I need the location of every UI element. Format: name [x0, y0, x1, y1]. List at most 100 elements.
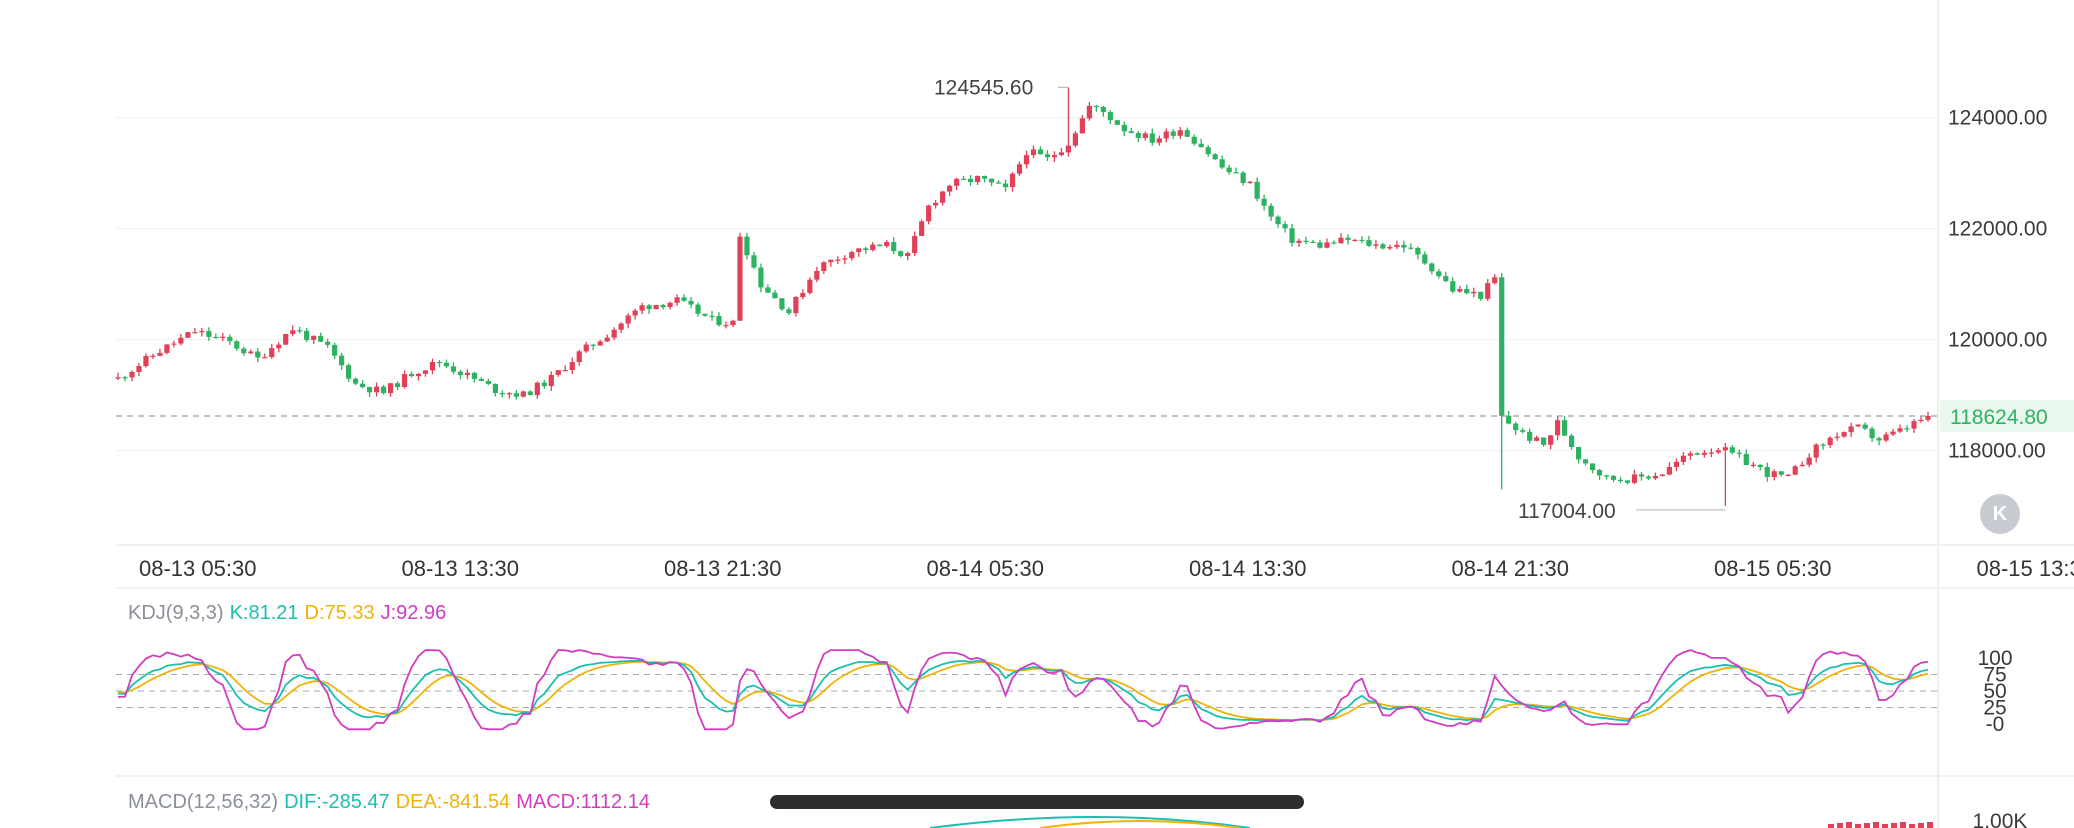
- candle: [1170, 128, 1176, 140]
- candle: [954, 177, 960, 191]
- candle: [1722, 443, 1728, 506]
- candle-body: [1736, 452, 1742, 454]
- scroll-indicator[interactable]: [770, 795, 1304, 809]
- candle: [1785, 473, 1791, 477]
- candle-body: [751, 255, 757, 268]
- candle: [339, 352, 345, 370]
- candle: [534, 381, 540, 399]
- candle-body: [1261, 198, 1267, 206]
- candle-body: [1890, 431, 1896, 435]
- candle-body: [485, 380, 491, 384]
- candle-body: [359, 383, 366, 388]
- candle: [262, 353, 268, 359]
- candle-body: [730, 320, 736, 326]
- candle: [1750, 461, 1756, 468]
- candle: [1645, 475, 1652, 481]
- candle-body: [1072, 133, 1079, 146]
- candle: [1212, 153, 1218, 160]
- candle: [1233, 167, 1239, 174]
- candle-body: [1645, 476, 1652, 479]
- candle: [429, 358, 436, 375]
- candle-body: [842, 258, 848, 260]
- candle-body: [1338, 237, 1344, 244]
- candle: [1086, 101, 1092, 121]
- candle-body: [1142, 133, 1148, 138]
- candle: [625, 313, 631, 329]
- candle-body: [436, 362, 443, 364]
- candle: [667, 301, 673, 310]
- candle-body: [332, 344, 338, 356]
- candle-body: [905, 253, 911, 257]
- candle-body: [807, 279, 813, 294]
- candle-body: [1107, 112, 1113, 121]
- candle-body: [1708, 452, 1714, 454]
- candle: [1191, 134, 1197, 146]
- candle: [1457, 285, 1463, 293]
- k-button[interactable]: K: [1980, 494, 2020, 534]
- candle-body: [912, 235, 918, 254]
- candle-body: [248, 351, 254, 354]
- candle-body: [1694, 453, 1700, 455]
- candle-body: [765, 287, 771, 293]
- candle: [1743, 449, 1749, 466]
- kdj-legend: KDJ(9,3,3) K:81.21 D:75.33 J:92.96: [128, 602, 452, 625]
- candle: [1890, 428, 1896, 437]
- candle-body: [1548, 435, 1554, 445]
- candle-body: [1205, 147, 1211, 155]
- candle: [527, 390, 533, 396]
- candle-body: [1729, 447, 1735, 453]
- candle-body: [1506, 415, 1512, 424]
- last-price-badge: [1940, 399, 2074, 432]
- candle-body: [1862, 424, 1868, 429]
- candle-body: [639, 305, 645, 311]
- candle: [143, 353, 149, 368]
- candle-body: [1869, 428, 1875, 439]
- candle: [995, 180, 1002, 184]
- candle-body: [786, 309, 792, 314]
- candle: [241, 346, 247, 356]
- candle: [912, 231, 918, 257]
- candle: [1387, 244, 1393, 251]
- candle: [967, 175, 974, 187]
- candle-body: [1114, 120, 1120, 125]
- candle-body: [1659, 474, 1666, 476]
- candle-body: [471, 372, 478, 379]
- candle: [192, 327, 198, 334]
- candle: [1093, 105, 1099, 112]
- candle-body: [737, 236, 743, 321]
- candle-body: [164, 344, 170, 353]
- candle-body: [366, 387, 373, 393]
- candle: [870, 242, 876, 252]
- candle: [1345, 234, 1351, 245]
- candle: [1030, 145, 1037, 159]
- time-axis-label: 08-13 05:30: [139, 556, 256, 581]
- macd-dif-line: [929, 816, 1251, 828]
- macd-hist-bar: [1900, 822, 1906, 828]
- candle: [150, 353, 156, 359]
- candle-body: [562, 370, 568, 372]
- low-marker-label: 117004.00: [1518, 500, 1616, 523]
- candle: [1757, 464, 1763, 471]
- candle: [499, 390, 505, 398]
- candle: [988, 178, 995, 187]
- candle: [1268, 203, 1274, 221]
- price-tick-label: 124000.00: [1948, 107, 2047, 130]
- candle: [1624, 480, 1631, 485]
- candle-body: [1541, 437, 1547, 445]
- candle-body: [1876, 438, 1882, 441]
- candle: [1596, 468, 1603, 481]
- candle-body: [632, 310, 638, 316]
- macd-title: MACD(12,56,32): [128, 791, 279, 813]
- candle-body: [387, 383, 394, 394]
- candle: [555, 369, 561, 377]
- candle: [807, 277, 813, 295]
- candle-body: [618, 323, 624, 330]
- candle: [1568, 433, 1575, 450]
- candle: [1541, 437, 1547, 447]
- candle: [891, 237, 897, 255]
- candle-body: [1044, 154, 1051, 158]
- candle: [1631, 469, 1638, 485]
- candle-body: [590, 344, 596, 346]
- candle: [115, 372, 121, 381]
